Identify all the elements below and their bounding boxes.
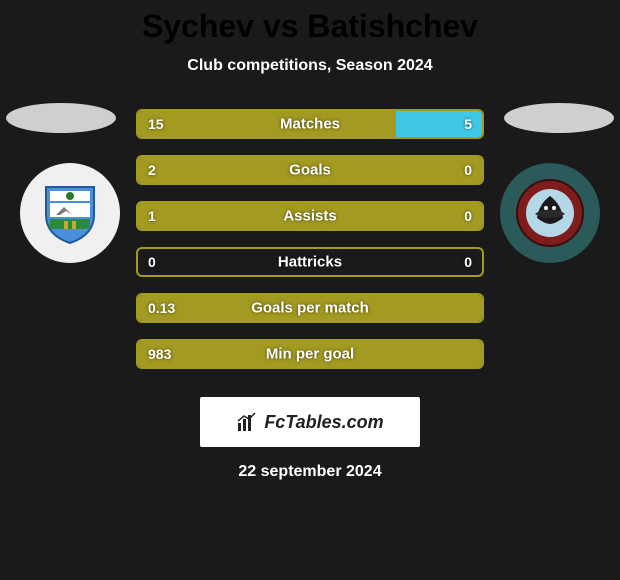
player-right-name: Batishchev <box>307 8 478 44</box>
stat-value-left: 1 <box>148 208 156 224</box>
footer-date: 22 september 2024 <box>0 463 620 481</box>
shadow-ellipse-right <box>504 103 614 133</box>
stat-row: Min per goal983 <box>136 339 484 369</box>
stat-value-right: 0 <box>464 162 472 178</box>
stat-value-left: 15 <box>148 116 164 132</box>
stat-label: Hattricks <box>138 254 482 271</box>
stat-label: Goals <box>138 162 482 179</box>
stat-row: Goals2 0 <box>136 155 484 185</box>
club-crest-right-icon <box>515 178 585 248</box>
club-badge-right <box>500 163 600 263</box>
comparison-arena: Matches155Goals20Assists10Hattricks00Goa… <box>0 103 620 389</box>
stat-value-left: 0 <box>148 254 156 270</box>
stat-label: Matches <box>138 116 482 133</box>
stat-row: Hattricks0 0 <box>136 247 484 277</box>
footer-block: FcTables.com 22 september 2024 <box>0 397 620 481</box>
stat-label: Goals per match <box>138 300 482 317</box>
stat-row: Goals per match0.13 <box>136 293 484 323</box>
page-title: Sychev vs Batishchev <box>0 0 620 45</box>
stat-value-left: 0.13 <box>148 300 175 316</box>
stat-row: Assists1 0 <box>136 201 484 231</box>
stat-label: Min per goal <box>138 346 482 363</box>
stat-value-left: 2 <box>148 162 156 178</box>
shadow-ellipse-left <box>6 103 116 133</box>
stat-label: Assists <box>138 208 482 225</box>
stat-value-left: 983 <box>148 346 171 362</box>
brand-chart-icon <box>236 411 258 433</box>
brand-box: FcTables.com <box>200 397 420 447</box>
stat-value-right: 0 <box>464 254 472 270</box>
subtitle: Club competitions, Season 2024 <box>0 57 620 75</box>
stat-row: Matches15 5 <box>136 109 484 139</box>
brand-text: FcTables.com <box>264 412 383 433</box>
club-badge-left <box>20 163 120 263</box>
stat-value-right: 0 <box>464 208 472 224</box>
player-left-name: Sychev <box>142 8 254 44</box>
club-crest-left-icon <box>42 181 98 245</box>
vs-text: vs <box>263 8 299 44</box>
stat-bars: Matches155Goals20Assists10Hattricks00Goa… <box>136 109 484 385</box>
stat-value-right: 5 <box>464 116 472 132</box>
